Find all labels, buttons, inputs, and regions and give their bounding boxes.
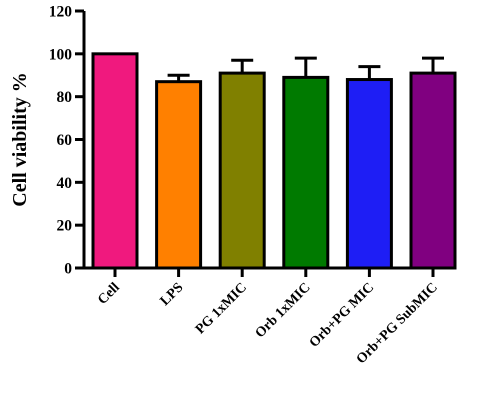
y-axis: 0 20 40 60 80 100 120 xyxy=(49,4,86,278)
y-axis-title: Cell viability % xyxy=(9,72,31,206)
bar xyxy=(91,52,139,270)
y-tick-label: 40 xyxy=(57,175,73,192)
y-tick-label: 0 xyxy=(64,261,72,278)
bar xyxy=(409,71,457,270)
bar xyxy=(218,71,266,270)
bar xyxy=(155,80,203,270)
x-tick-label: Orb+PG MIC xyxy=(307,280,377,350)
x-tick-label: Orb 1xMIC xyxy=(253,280,314,341)
bar xyxy=(345,78,393,270)
y-tick-label: 120 xyxy=(49,4,73,21)
y-tick-label: 80 xyxy=(57,89,73,106)
bars xyxy=(91,52,457,270)
bar xyxy=(282,75,330,270)
x-tick-label: LPS xyxy=(158,280,187,309)
y-tick-label: 100 xyxy=(49,46,73,63)
y-tick-label: 20 xyxy=(57,218,73,235)
y-tick-label: 60 xyxy=(57,132,73,149)
x-tick-label: Cell xyxy=(95,280,123,308)
x-tick-label: PG 1xMIC xyxy=(193,280,250,337)
